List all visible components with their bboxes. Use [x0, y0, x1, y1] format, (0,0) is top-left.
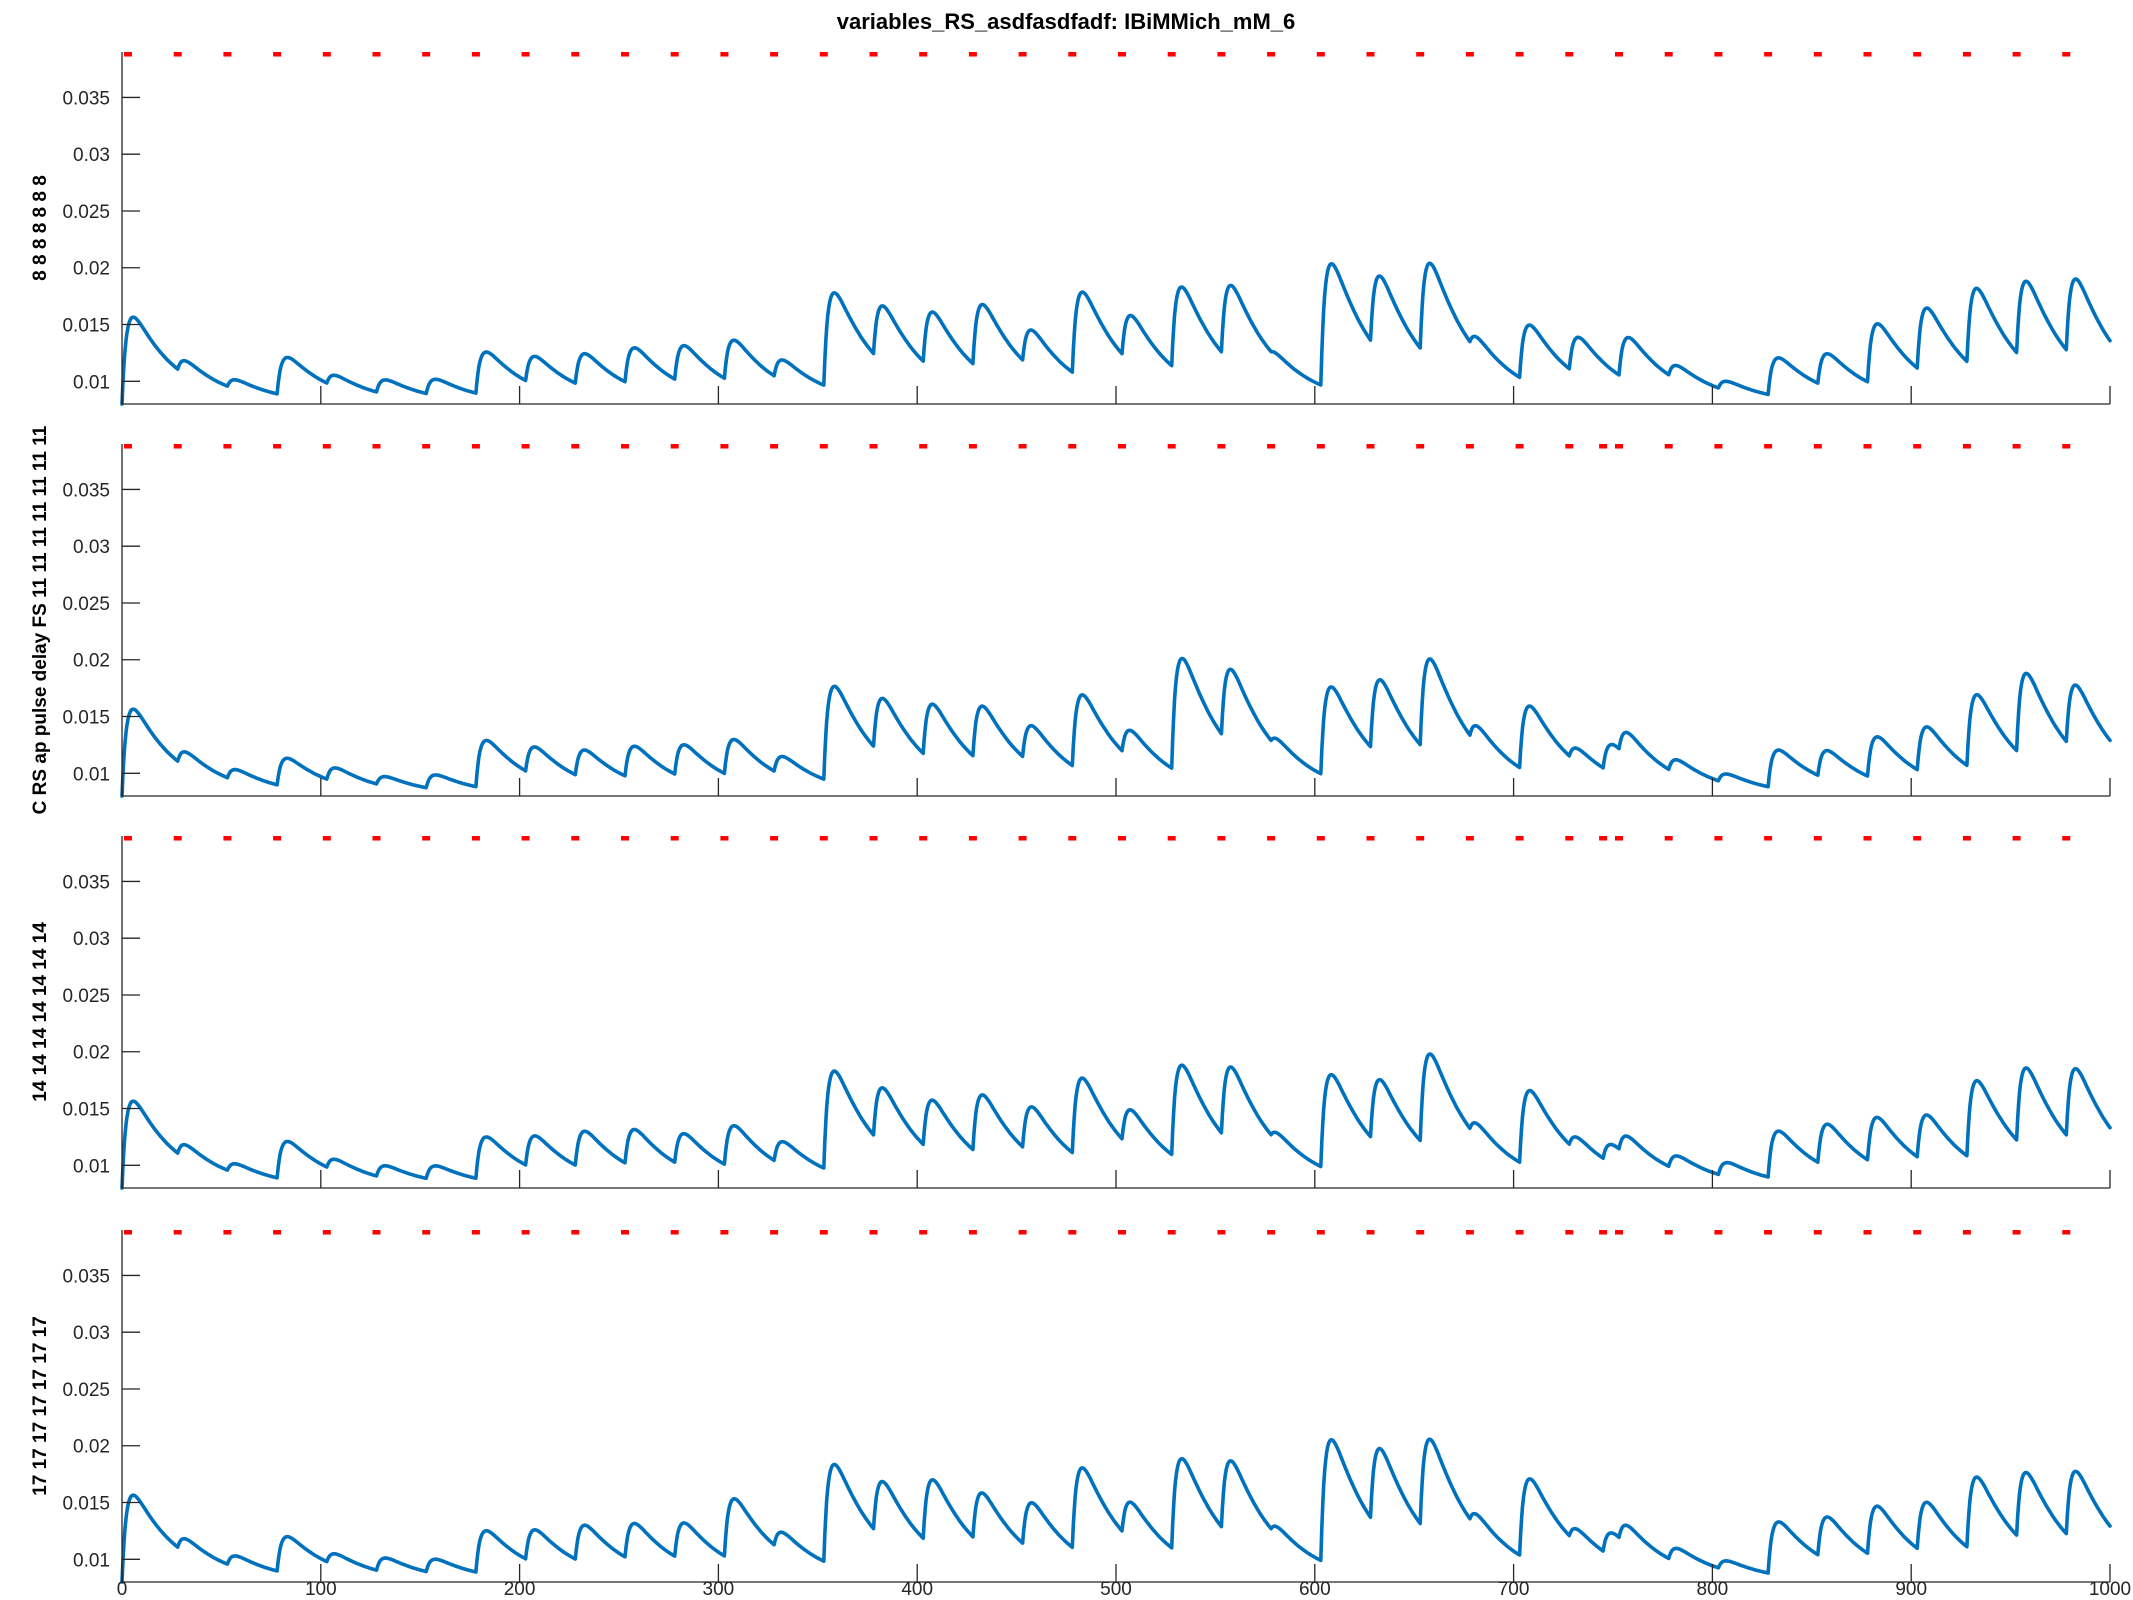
y-tick-label: 0.015: [62, 708, 110, 729]
y-tick-label: 0.03: [73, 1323, 110, 1344]
y-tick-label: 0.03: [73, 145, 110, 166]
figure-title: variables_RS_asdfasdfadf: IBiMMich_mM_6: [837, 9, 1296, 34]
y-tick-label: 0.03: [73, 929, 110, 950]
x-tick-label: 600: [1299, 1579, 1331, 1600]
y-tick-label: 0.02: [73, 651, 110, 672]
series-line: [120, 1052, 2112, 1190]
y-tick-label: 0.03: [73, 537, 110, 558]
x-tick-label: 500: [1100, 1579, 1132, 1600]
y-tick-label: 0.025: [62, 594, 110, 615]
y-tick-label: 0.015: [62, 1100, 110, 1121]
y-tick-label: 0.035: [62, 1266, 110, 1287]
y-tick-label: 0.035: [62, 480, 110, 501]
x-tick-label: 1000: [2089, 1579, 2131, 1600]
series-line: [120, 1437, 2112, 1584]
series-line: [120, 261, 2112, 406]
y-tick-label: 0.01: [73, 1550, 110, 1571]
y-tick-label: 0.01: [73, 764, 110, 785]
y-tick-label: 0.02: [73, 1437, 110, 1458]
x-tick-label: 300: [703, 1579, 735, 1600]
y-axis-label: 8 8 8 8 8 8 8: [30, 175, 51, 281]
x-tick-label: 100: [305, 1579, 337, 1600]
y-tick-label: 0.02: [73, 259, 110, 280]
subplot-panel-4: 17 17 17 17 17 17 17 0.01 0.015 0.02 0.025 0.…: [30, 1230, 2131, 1600]
x-tick-label: 400: [901, 1579, 933, 1600]
y-axis-label: C RS ap pulse delay FS 11 11 11 11 11 11…: [30, 425, 51, 814]
x-tick-label: 800: [1697, 1579, 1729, 1600]
y-tick-label: 0.025: [62, 1380, 110, 1401]
x-tick-label: 200: [504, 1579, 536, 1600]
subplot-panel-2: C RS ap pulse delay FS 11 11 11 11 11 11…: [30, 425, 2112, 814]
y-axis-label: 14 14 14 14 14 14 14: [30, 922, 51, 1102]
y-tick-label: 0.035: [62, 872, 110, 893]
y-tick-label: 0.035: [62, 88, 110, 109]
series-line: [120, 656, 2112, 798]
y-tick-label: 0.025: [62, 202, 110, 223]
subplot-panel-1: 8 8 8 8 8 8 8 0.01 0.015 0.02 0.025 0.03 0.035: [30, 52, 2112, 406]
x-tick-label: 0: [117, 1579, 128, 1600]
y-tick-label: 0.02: [73, 1043, 110, 1064]
y-tick-label: 0.015: [62, 1494, 110, 1515]
subplot-stack: 8 8 8 8 8 8 80.010.0150.020.0250.030.035…: [30, 52, 2131, 1600]
y-tick-label: 0.01: [73, 372, 110, 393]
x-tick-label: 700: [1498, 1579, 1530, 1600]
subplot-panel-3: 14 14 14 14 14 14 14 0.01 0.015 0.02 0.025 0.…: [30, 836, 2112, 1190]
y-tick-label: 0.015: [62, 316, 110, 337]
x-tick-label: 900: [1895, 1579, 1927, 1600]
y-axis-label: 17 17 17 17 17 17 17: [30, 1316, 51, 1496]
y-tick-label: 0.025: [62, 986, 110, 1007]
y-tick-label: 0.01: [73, 1156, 110, 1177]
